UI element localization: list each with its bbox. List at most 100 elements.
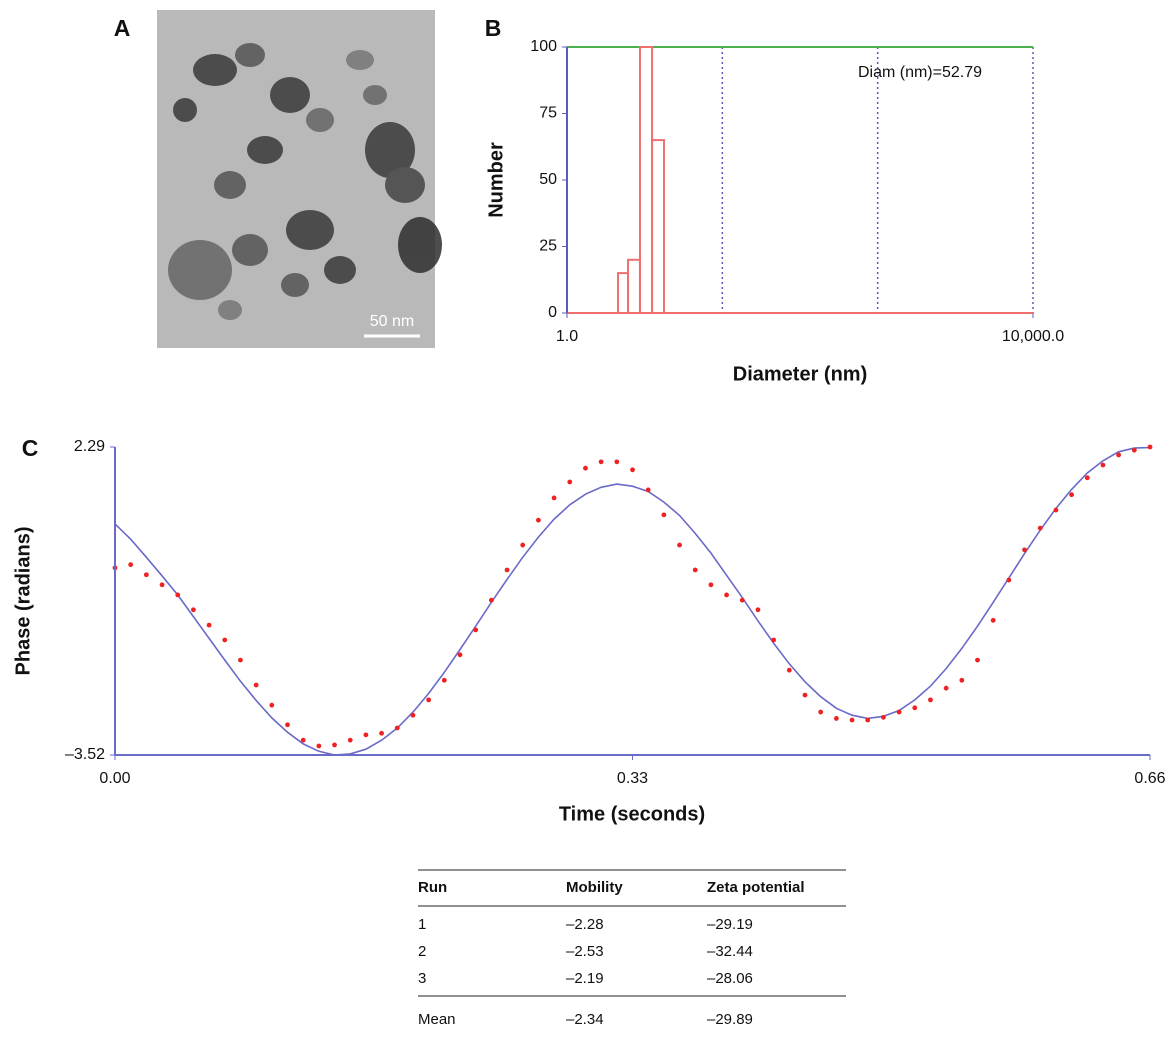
data-point [661,512,667,518]
data-point [567,479,573,485]
x-tick-label: 0.66 [1134,770,1165,787]
data-point [441,677,447,683]
data-point [1116,452,1122,458]
data-point [1037,525,1043,531]
data-point [1069,492,1074,498]
y-tick-label: 75 [539,105,557,122]
data-point [1022,547,1027,553]
data-point [379,730,384,736]
micrograph [157,10,442,348]
data-point [943,685,949,691]
x-tick-label: 0.00 [99,770,130,787]
table-footer: –29.89 [707,1011,753,1028]
data-point [1006,577,1012,583]
data-point [285,722,290,728]
data-point [520,542,526,548]
data-point [739,597,745,603]
data-point [928,697,933,703]
panel-label: A [114,15,131,41]
data-point [143,572,149,578]
y-axis-title: Number [485,142,507,218]
data-point [786,667,792,673]
y-tick-label: 50 [539,171,557,188]
table-footer: –2.34 [566,1011,604,1028]
data-point [536,517,541,523]
data-point [692,567,698,573]
table-cell: 2 [418,943,426,960]
data-point [912,705,918,711]
table-cell: –29.19 [707,916,753,933]
x-axis-title: Time (seconds) [559,803,705,825]
data-point [206,622,212,628]
x-tick-label: 1.0 [556,328,578,345]
table-header: Mobility [566,879,623,896]
y-tick-label: 0 [548,304,557,321]
x-tick-label: 10,000.0 [1002,328,1064,345]
data-point [771,637,777,643]
data-point [1131,447,1137,453]
panel-label: C [22,435,39,461]
data-point [269,702,275,708]
data-point [426,697,432,703]
data-point [755,607,761,613]
data-point [802,692,808,698]
data-point [191,607,196,613]
table-cell: –2.53 [566,943,604,960]
table-cell: –2.28 [566,916,604,933]
annotation: Diam (nm)=52.79 [858,64,982,81]
data-point [128,562,134,568]
y-axis-title: Phase (radians) [12,527,34,676]
data-point [238,657,243,663]
data-point [504,567,510,573]
results-table [418,869,846,997]
data-point [818,709,824,715]
y-tick-label: –3.52 [65,746,105,763]
scale-bar-label: 50 nm [370,313,414,330]
data-point [253,682,259,688]
data-point [1147,444,1153,450]
data-point [300,737,306,743]
data-point [1084,475,1090,481]
y-tick-label: 2.29 [74,438,105,455]
data-point [332,742,337,748]
data-point [959,677,965,683]
data-point [881,714,886,720]
x-tick-label: 0.33 [617,770,648,787]
data-point [896,709,902,715]
table-cell: –2.19 [566,970,604,987]
data-point [990,617,996,623]
data-point [410,712,416,718]
data-point [457,652,463,658]
table-cell: 1 [418,916,426,933]
table-cell: –32.44 [707,943,753,960]
data-point [488,597,494,603]
data-point [159,582,165,588]
data-point [347,737,353,743]
data-point [363,732,369,738]
data-point [222,637,228,643]
data-point [630,467,635,473]
data-point [1100,462,1106,468]
data-point [394,725,400,731]
bar [638,46,654,314]
data-point [316,743,322,749]
data-point [975,657,980,663]
data-point [583,465,588,471]
y-tick-label: 100 [530,38,557,55]
table-footer: Mean [418,1011,456,1028]
data-point [645,487,651,493]
data-point [724,592,729,598]
data-point [473,627,479,633]
table-cell: 3 [418,970,426,987]
bar [651,139,665,314]
data-point [614,459,620,465]
data-point [708,582,714,588]
fit-line [114,446,1151,756]
data-point [175,592,181,598]
x-axis-title: Diameter (nm) [733,363,867,385]
bar [627,258,641,314]
data-point [833,716,839,721]
data-point [865,717,871,723]
table-header: Run [418,879,447,896]
